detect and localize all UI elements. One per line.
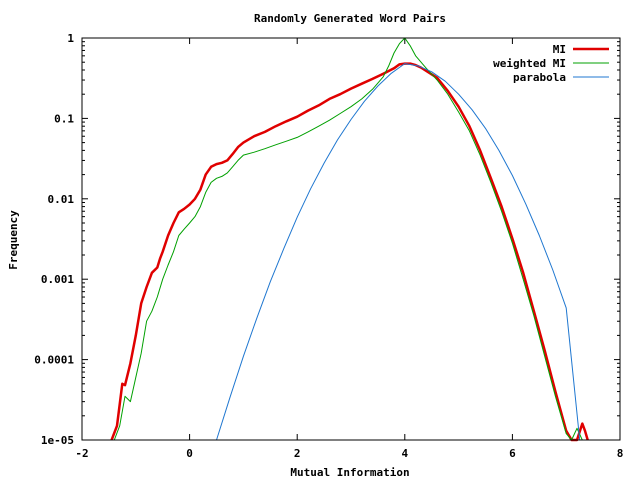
series-line-2 xyxy=(216,63,581,441)
x-tick-label: -2 xyxy=(75,447,88,460)
y-tick-label: 0.001 xyxy=(41,273,74,286)
x-axis-label: Mutual Information xyxy=(290,466,409,479)
y-tick-label: 0.01 xyxy=(48,193,75,206)
axes: -2 0 2 4 6 8 1e-05 0.0001 0.001 0.01 0.1 1 xyxy=(34,32,623,460)
plot-frame xyxy=(81,37,621,441)
y-tick-label: 1e-05 xyxy=(41,434,74,447)
x-tick-label: 6 xyxy=(509,447,516,460)
legend-label: parabola xyxy=(513,71,566,84)
y-tick-label: 0.1 xyxy=(54,112,74,125)
x-tick-label: 0 xyxy=(186,447,193,460)
legend-label: weighted MI xyxy=(493,57,566,70)
series-group xyxy=(110,37,589,442)
series-line-1 xyxy=(113,37,583,441)
x-tick-label: 8 xyxy=(617,447,624,460)
chart-title: Randomly Generated Word Pairs xyxy=(254,12,446,25)
y-tick-label: 1 xyxy=(67,32,74,45)
series-line-0 xyxy=(110,62,589,442)
y-tick-label: 0.0001 xyxy=(34,354,74,367)
legend-label: MI xyxy=(553,43,566,56)
x-tick-label: 2 xyxy=(294,447,301,460)
y-axis-label: Frequency xyxy=(7,210,20,270)
x-tick-label: 4 xyxy=(401,447,408,460)
